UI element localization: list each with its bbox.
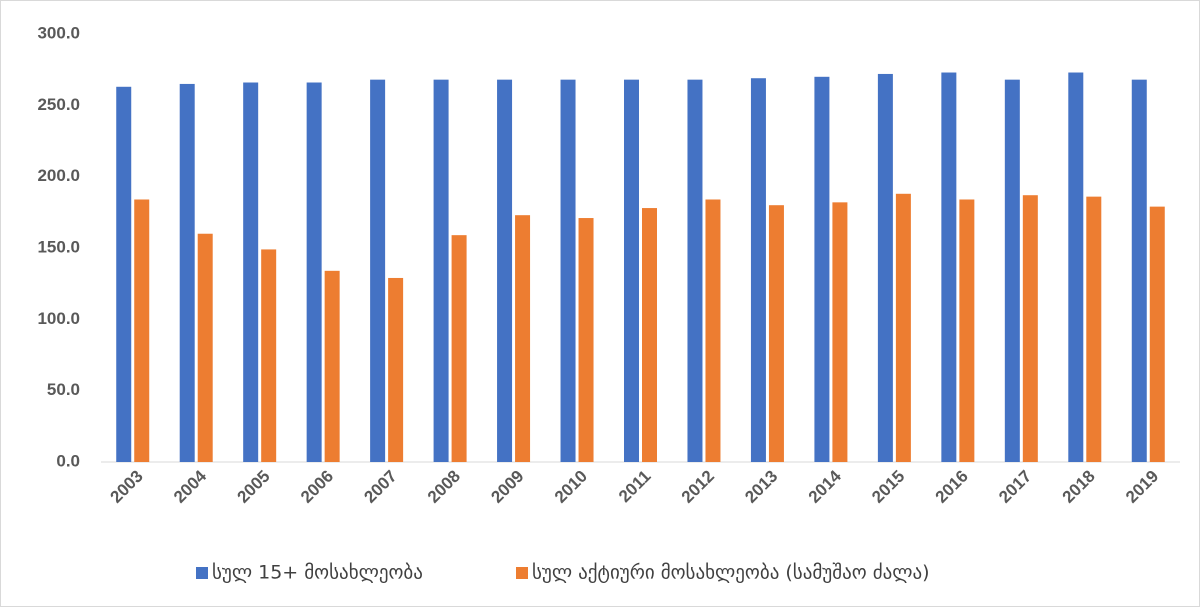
bar (1068, 72, 1084, 463)
bar (116, 86, 132, 462)
bar (1004, 79, 1020, 463)
y-tick-label: 100.0 (37, 309, 80, 328)
y-tick-label: 0.0 (56, 451, 80, 470)
bar (134, 199, 150, 462)
bar (814, 76, 830, 463)
legend-label: სულ 15+ მოსახლეობა (212, 562, 423, 584)
bar (1149, 206, 1165, 462)
bar (179, 83, 195, 462)
bar (941, 72, 957, 463)
bar (768, 205, 784, 462)
bar (370, 79, 386, 463)
y-tick-label: 250.0 (37, 95, 80, 114)
legend-swatch (196, 567, 208, 579)
bar (306, 82, 322, 463)
bar (1131, 79, 1147, 463)
bar (750, 78, 766, 462)
bar (832, 202, 848, 462)
bar (895, 193, 911, 462)
y-tick-label: 300.0 (37, 23, 80, 42)
bar (197, 233, 213, 462)
bar (877, 73, 893, 463)
bar (433, 79, 449, 463)
bar (642, 208, 657, 462)
bar (243, 82, 259, 463)
bar (261, 249, 277, 462)
bar (451, 235, 467, 462)
bar (687, 79, 703, 463)
bar (324, 270, 340, 462)
bar (515, 215, 531, 462)
bar (578, 218, 594, 462)
y-tick-label: 50.0 (47, 380, 80, 399)
bar (959, 199, 975, 462)
y-tick-label: 200.0 (37, 166, 80, 185)
bar (705, 199, 721, 462)
y-tick-label: 150.0 (37, 237, 80, 256)
bar (1022, 195, 1038, 463)
bar (1086, 196, 1102, 462)
legend-label: სულ აქტიური მოსახლეობა (სამუშაო ძალა) (532, 562, 930, 584)
bar (388, 277, 404, 462)
legend-swatch (516, 567, 528, 579)
bar (560, 79, 576, 463)
bar (624, 79, 639, 463)
bar (497, 79, 513, 463)
